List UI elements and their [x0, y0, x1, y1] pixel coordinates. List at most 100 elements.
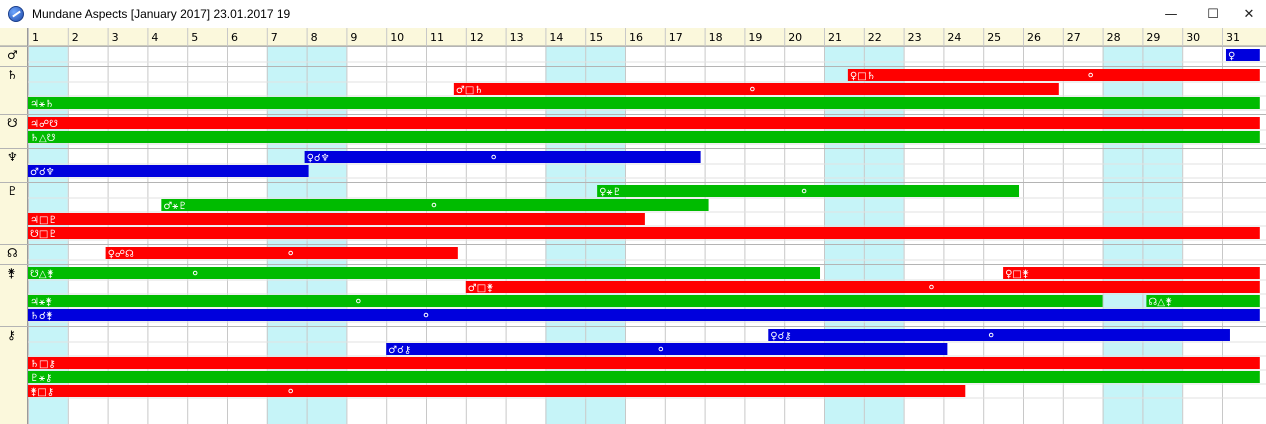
maximize-button[interactable]: ☐: [1207, 6, 1219, 22]
exact-marker: [431, 202, 437, 208]
exact-marker: [929, 284, 934, 290]
day-label[interactable]: 8: [311, 31, 318, 44]
exact-marker: [192, 270, 198, 276]
aspect-bar[interactable]: [28, 309, 1260, 321]
aspect-bar[interactable]: [453, 83, 1059, 95]
day-label[interactable]: 17: [669, 31, 683, 44]
planet-juno-glyph: ⚵: [7, 266, 16, 280]
day-label[interactable]: 15: [589, 31, 603, 44]
aspect-label: ♀□⚵: [1005, 269, 1029, 280]
aspect-bar[interactable]: [28, 295, 1103, 307]
aspect-label: ♃⚹⚵: [30, 297, 52, 308]
aspect-label: ♄△☋: [30, 133, 56, 144]
aspect-bar[interactable]: [1003, 267, 1260, 279]
day-label[interactable]: 19: [748, 31, 762, 44]
day-label[interactable]: 6: [231, 31, 238, 44]
aspect-bar[interactable]: [768, 329, 1230, 341]
window-title: Mundane Aspects [January 2017] 23.01.201…: [32, 7, 291, 21]
planet-mars-glyph: ♂: [7, 48, 18, 62]
day-label[interactable]: 21: [828, 31, 842, 44]
exact-marker: [988, 332, 994, 338]
day-label[interactable]: 20: [788, 31, 802, 44]
day-label[interactable]: 9: [350, 31, 357, 44]
exact-marker: [356, 298, 361, 304]
day-label[interactable]: 14: [549, 31, 563, 44]
exact-marker: [658, 346, 664, 352]
aspect-label: ♂☌⚷: [388, 345, 411, 356]
planet-neptune-glyph: ♆: [7, 150, 18, 164]
aspect-bar[interactable]: [28, 131, 1260, 143]
aspect-label: ♃☍☋: [30, 119, 58, 130]
aspect-bar[interactable]: [105, 247, 458, 259]
minimize-button[interactable]: —: [1164, 6, 1178, 22]
day-label[interactable]: 23: [908, 31, 922, 44]
aspect-label: ♄□⚷: [30, 359, 56, 370]
close-button[interactable]: ✕: [1243, 6, 1255, 22]
aspect-label: ☊△⚵: [1148, 297, 1172, 308]
day-label[interactable]: 1: [32, 31, 39, 44]
aspect-label: ♂□⚵: [468, 283, 494, 294]
aspect-bar[interactable]: [847, 69, 1260, 81]
app-icon: [8, 6, 24, 22]
day-label[interactable]: 28: [1107, 31, 1121, 44]
day-label[interactable]: 3: [112, 31, 119, 44]
aspect-label: ☋△⚵: [30, 269, 54, 280]
exact-marker: [288, 388, 293, 394]
aspect-label: ♀⚹♇: [599, 187, 621, 198]
planet-saturn-glyph: ♄: [7, 68, 18, 82]
aspect-bar[interactable]: [161, 199, 709, 211]
day-label[interactable]: 5: [191, 31, 198, 44]
aspect-bar[interactable]: [28, 357, 1260, 369]
aspect-bar[interactable]: [28, 267, 821, 279]
exact-marker: [491, 154, 496, 160]
aspect-bar[interactable]: [28, 213, 645, 225]
day-label[interactable]: 18: [709, 31, 723, 44]
day-label[interactable]: 2: [72, 31, 79, 44]
day-label[interactable]: 7: [271, 31, 278, 44]
aspect-label: ♄☌⚵: [30, 311, 53, 322]
day-label[interactable]: 26: [1027, 31, 1041, 44]
aspect-label: ♀□♄: [850, 71, 876, 82]
aspect-bar[interactable]: [28, 165, 309, 177]
aspect-chart-svg: 1 2 3 4 5 6 7 8 9 10 11 12 13 14 15 16 17 18 19 20 21 22 23 24 2…: [0, 28, 1266, 424]
day-label[interactable]: 30: [1186, 31, 1200, 44]
aspect-label: ☋□♇: [30, 229, 57, 240]
aspect-bar[interactable]: [28, 385, 966, 397]
day-label[interactable]: 29: [1146, 31, 1160, 44]
aspect-bar[interactable]: [28, 117, 1260, 129]
planet-chiron-glyph: ⚷: [7, 328, 16, 342]
day-header: [28, 28, 1266, 46]
day-label[interactable]: 11: [430, 31, 444, 44]
aspect-bar[interactable]: [386, 343, 948, 355]
day-label[interactable]: 31: [1226, 31, 1240, 44]
day-label[interactable]: 13: [510, 31, 524, 44]
day-label[interactable]: 22: [868, 31, 882, 44]
aspect-label: ♂□♄: [456, 85, 483, 96]
aspect-bar[interactable]: [1146, 295, 1260, 307]
aspect-label: ♂☌♆: [30, 167, 55, 178]
day-label[interactable]: 10: [390, 31, 404, 44]
day-label[interactable]: 27: [1067, 31, 1081, 44]
aspect-label: ♀: [1228, 51, 1235, 62]
day-label[interactable]: 25: [987, 31, 1001, 44]
day-label[interactable]: 24: [947, 31, 961, 44]
day-label[interactable]: 4: [151, 31, 158, 44]
aspect-bar[interactable]: [465, 281, 1260, 293]
day-label[interactable]: 12: [470, 31, 484, 44]
planet-pluto-glyph: ♇: [7, 184, 18, 198]
day-label[interactable]: 16: [629, 31, 643, 44]
aspect-bar[interactable]: [1225, 49, 1260, 61]
aspect-label: ♃□♇: [30, 215, 57, 226]
exact-marker: [750, 86, 755, 92]
aspect-bar[interactable]: [28, 97, 1260, 109]
exact-marker: [1088, 72, 1093, 78]
aspect-bar[interactable]: [28, 227, 1260, 239]
aspect-bar[interactable]: [28, 371, 1260, 383]
title-bar: Mundane Aspects [January 2017] 23.01.201…: [0, 0, 1266, 28]
exact-marker: [801, 188, 807, 194]
aspect-label: ♃⚹♄: [30, 99, 54, 110]
aspect-bar[interactable]: [304, 151, 701, 163]
aspect-bar[interactable]: [597, 185, 1020, 197]
aspect-chart: 1 2 3 4 5 6 7 8 9 10 11 12 13 14 15 16 17 18 19 20 21 22 23 24 2…: [0, 28, 1266, 424]
planet-south-node-glyph: ☋: [7, 116, 18, 130]
